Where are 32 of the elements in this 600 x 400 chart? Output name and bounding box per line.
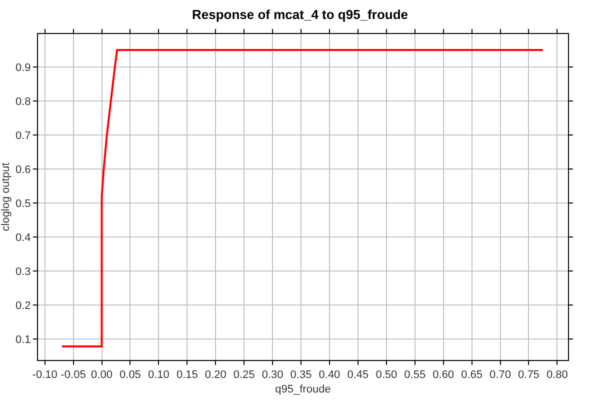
y-tick-label: 0.7	[16, 130, 31, 142]
y-tick-label: 0.9	[16, 62, 31, 74]
x-tick-label: -0.10	[32, 369, 58, 382]
x-tick-label: 0.75	[518, 369, 540, 382]
x-tick-label: 0.45	[347, 369, 369, 382]
chart-title: Response of mcat_4 to q95_froude	[192, 7, 408, 22]
line-series	[60, 48, 544, 348]
x-tick-label: 0.00	[91, 369, 112, 382]
y-tick-label: 0.6	[16, 164, 31, 176]
x-tick-label: 0.25	[233, 369, 255, 382]
x-tick-label: 0.60	[432, 369, 454, 382]
y-tick-label: 0.4	[16, 232, 31, 244]
x-tick-label: 0.55	[404, 369, 426, 382]
x-tick-label: 0.65	[461, 369, 482, 382]
x-tick-label: 0.35	[290, 369, 312, 382]
x-tick-label: 0.05	[120, 369, 141, 382]
x-tick-label: 0.50	[376, 369, 398, 382]
x-tick-label: 0.30	[262, 369, 284, 382]
y-tick-label: 0.3	[16, 266, 31, 278]
y-tick-label: 0.1	[16, 334, 31, 346]
x-tick-label: 0.15	[176, 369, 198, 382]
x-tick-label: 0.70	[490, 369, 511, 382]
y-tick-label: 0.2	[16, 300, 31, 312]
x-tick-label: 0.10	[148, 369, 170, 382]
y-axis-title: cloglog output	[0, 162, 12, 232]
x-tick-label: -0.05	[60, 369, 86, 382]
y-tick-label: 0.5	[16, 198, 31, 210]
x-tick-label: 0.20	[204, 369, 226, 382]
x-axis-title: q95_froude	[275, 383, 331, 396]
x-tick-label: 0.40	[318, 369, 340, 382]
x-tick-label: 0.80	[546, 369, 568, 382]
y-tick-label: 0.8	[16, 96, 31, 108]
